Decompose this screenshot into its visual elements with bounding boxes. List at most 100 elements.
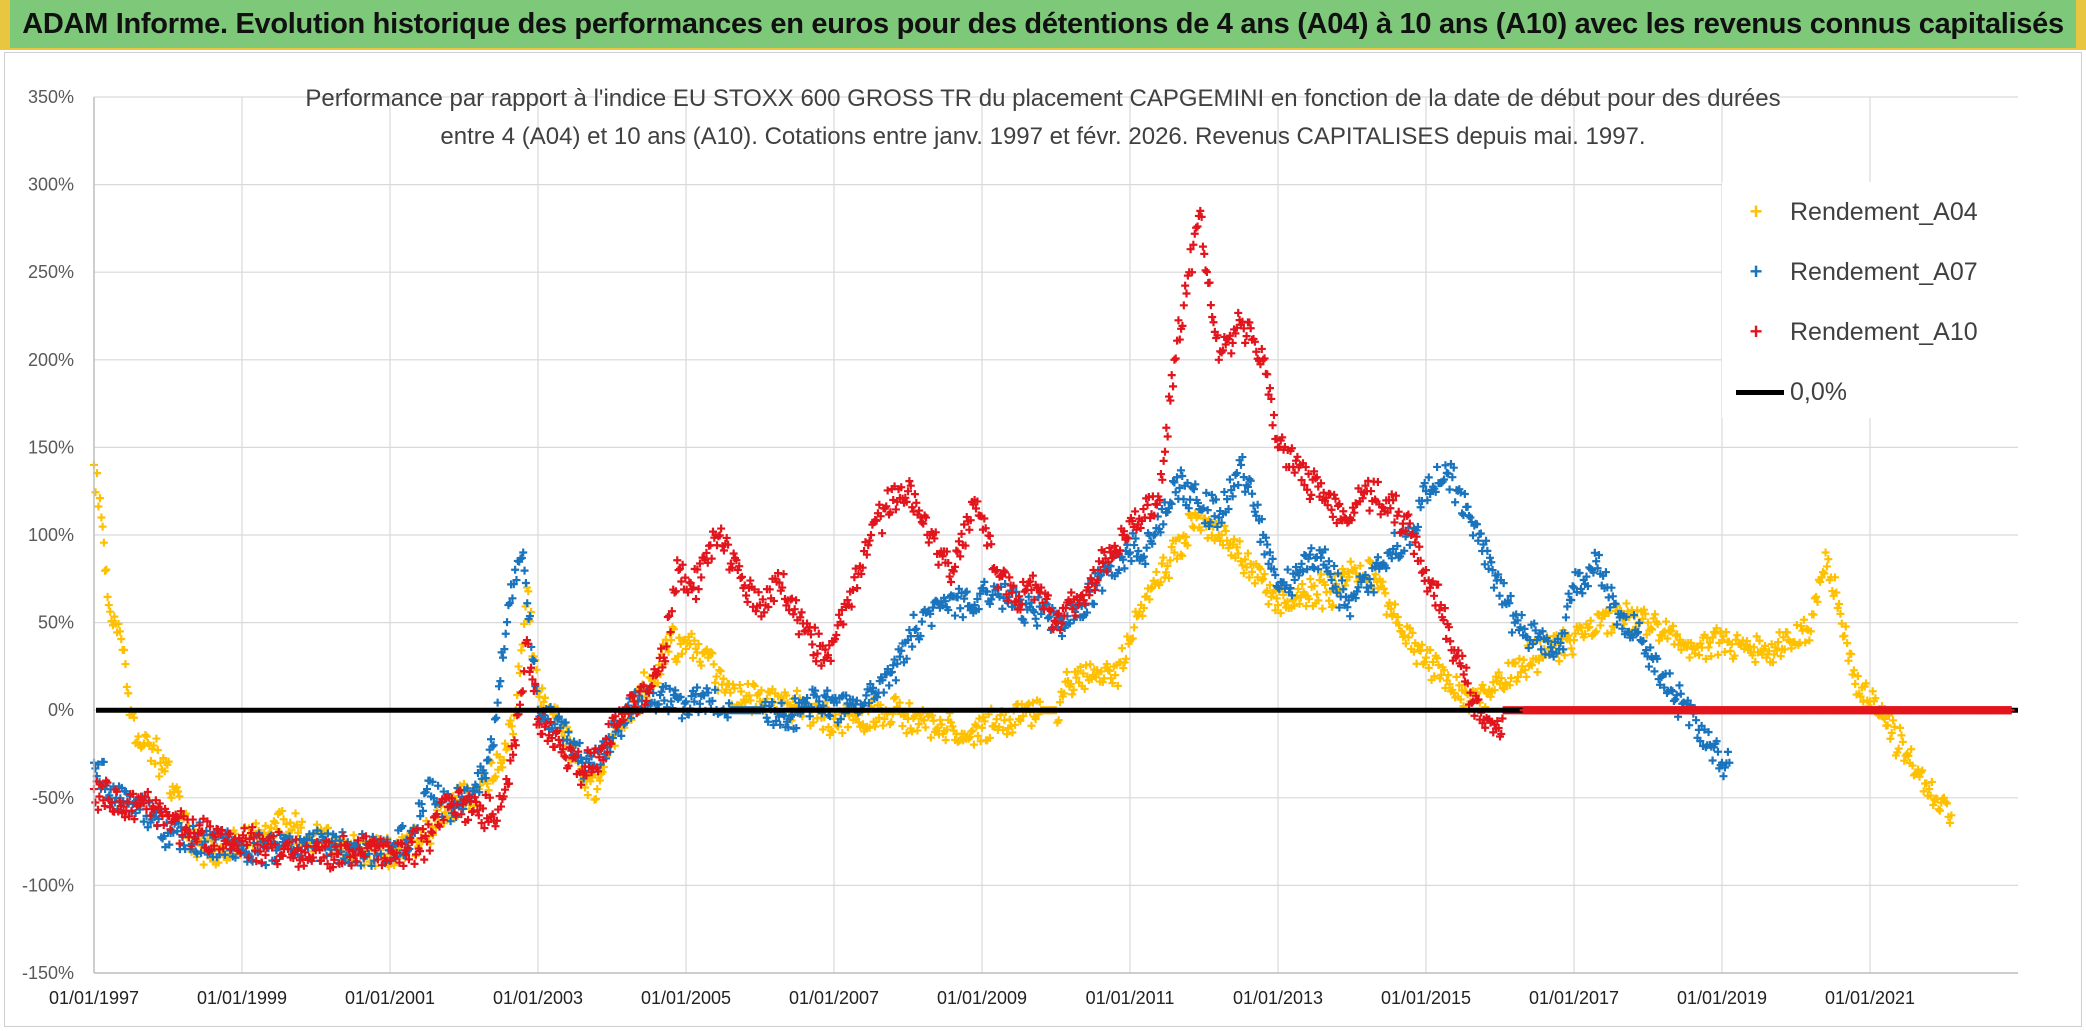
point-Rendement_A10 [525,667,534,676]
point-Rendement_A04 [1653,620,1662,629]
point-Rendement_A07 [1676,689,1685,698]
point-Rendement_A07 [481,774,490,783]
point-Rendement_A04 [1526,660,1535,669]
point-Rendement_A04 [499,755,508,764]
x-tick-label: 01/01/2017 [1529,988,1619,1008]
legend-item-a10: + Rendement_A10 [1722,312,1978,352]
point-Rendement_A07 [1592,557,1601,566]
point-Rendement_A07 [1020,618,1029,627]
point-Rendement_A07 [1132,552,1141,561]
point-Rendement_A04 [1512,677,1521,686]
point-Rendement_A07 [983,587,992,596]
point-Rendement_A04 [117,635,126,644]
point-Rendement_A04 [1366,557,1375,566]
point-Rendement_A04 [708,649,717,658]
point-Rendement_A04 [1586,616,1595,625]
point-Rendement_A04 [1290,601,1299,610]
y-tick-label: 0% [48,700,74,720]
point-Rendement_A04 [1242,563,1251,572]
point-Rendement_A04 [1138,611,1147,620]
point-Rendement_A07 [1444,469,1453,478]
point-Rendement_A07 [1578,589,1587,598]
point-Rendement_A07 [1274,583,1282,592]
point-Rendement_A07 [912,624,921,633]
point-Rendement_A04 [1119,664,1128,673]
point-Rendement_A04 [1682,643,1691,652]
point-Rendement_A04 [1812,592,1821,601]
point-Rendement_A07 [1613,620,1622,629]
point-Rendement_A04 [1422,653,1430,662]
point-Rendement_A04 [1329,601,1338,610]
point-Rendement_A10 [1005,573,1014,582]
point-Rendement_A07 [1205,522,1214,531]
point-Rendement_A07 [1203,506,1212,515]
point-Rendement_A07 [525,612,534,621]
point-Rendement_A10 [1350,508,1359,517]
point-Rendement_A07 [1330,561,1339,570]
point-Rendement_A04 [1671,631,1680,640]
point-Rendement_A04 [639,668,648,677]
point-Rendement_A04 [1886,734,1895,743]
point-Rendement_A07 [1466,513,1475,522]
point-Rendement_A04 [1235,537,1244,546]
point-Rendement_A04 [1253,573,1262,582]
point-Rendement_A07 [1228,492,1237,501]
point-Rendement_A07 [1567,596,1576,605]
point-Rendement_A10 [195,821,204,830]
point-Rendement_A04 [491,772,500,781]
point-Rendement_A10 [118,809,127,818]
point-Rendement_A04 [928,711,937,720]
point-Rendement_A04 [593,785,602,794]
point-Rendement_A04 [1604,608,1613,617]
point-Rendement_A07 [1420,479,1429,488]
point-Rendement_A04 [107,617,116,626]
point-Rendement_A04 [735,681,744,690]
point-Rendement_A07 [691,690,700,699]
point-Rendement_A07 [832,698,841,707]
point-Rendement_A10 [1166,396,1175,405]
point-Rendement_A07 [1298,567,1307,576]
point-Rendement_A04 [1776,652,1785,661]
point-Rendement_A04 [1019,712,1028,721]
point-Rendement_A07 [99,757,108,766]
point-Rendement_A04 [1668,621,1677,630]
point-Rendement_A10 [1398,519,1407,528]
point-Rendement_A04 [695,657,704,666]
point-Rendement_A07 [1505,599,1514,608]
point-Rendement_A04 [1188,522,1197,531]
point-Rendement_A04 [1276,609,1285,618]
point-Rendement_A07 [1089,600,1098,609]
point-Rendement_A07 [973,595,982,604]
point-Rendement_A04 [520,619,529,628]
point-Rendement_A07 [1337,576,1346,585]
point-Rendement_A07 [1633,628,1642,637]
point-Rendement_A07 [1357,577,1366,586]
point-Rendement_A04 [282,820,291,829]
point-Rendement_A04 [1783,628,1792,637]
point-Rendement_A10 [198,827,207,836]
point-Rendement_A07 [1166,498,1175,507]
x-tick-label: 01/01/1999 [197,988,287,1008]
point-Rendement_A07 [1232,469,1241,478]
point-Rendement_A10 [1415,542,1424,551]
point-Rendement_A04 [1157,559,1166,568]
point-Rendement_A04 [1224,544,1233,553]
point-Rendement_A07 [1361,570,1370,579]
point-Rendement_A04 [1592,627,1601,636]
point-Rendement_A07 [1157,505,1166,514]
point-Rendement_A07 [1520,624,1529,633]
point-Rendement_A10 [1182,289,1191,298]
point-Rendement_A10 [139,799,148,808]
point-Rendement_A04 [349,831,358,840]
point-Rendement_A04 [1919,787,1928,796]
point-Rendement_A07 [1460,489,1469,498]
point-Rendement_A04 [1883,721,1892,730]
point-Rendement_A10 [155,799,164,808]
point-Rendement_A07 [1416,503,1425,512]
point-Rendement_A04 [538,684,547,693]
point-Rendement_A07 [1572,588,1581,597]
point-Rendement_A07 [1307,544,1316,553]
point-Rendement_A07 [889,661,898,670]
point-Rendement_A04 [782,691,791,700]
point-Rendement_A04 [1217,531,1226,540]
